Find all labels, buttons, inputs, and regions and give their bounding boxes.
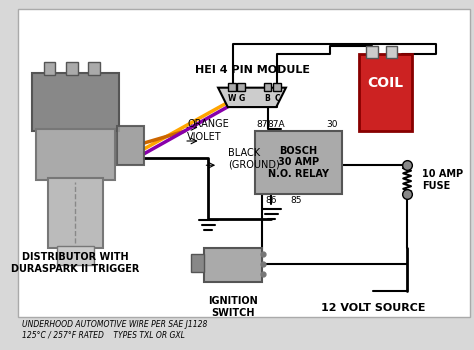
Text: G: G: [238, 94, 245, 104]
Bar: [237, 83, 245, 91]
Bar: [273, 83, 281, 91]
Text: W: W: [228, 94, 236, 104]
Text: 85: 85: [290, 196, 301, 205]
Text: BOSCH
30 AMP
N.O. RELAY: BOSCH 30 AMP N.O. RELAY: [268, 146, 329, 179]
Bar: [44, 62, 55, 75]
Bar: [191, 254, 204, 272]
Bar: [203, 248, 262, 281]
Text: B: B: [264, 94, 270, 104]
Bar: [48, 178, 103, 248]
Polygon shape: [218, 88, 286, 107]
Bar: [255, 131, 342, 194]
Text: 87A: 87A: [267, 120, 285, 130]
Bar: [264, 83, 272, 91]
Text: 12 VOLT SOURCE: 12 VOLT SOURCE: [321, 303, 426, 313]
Text: DISTRIBUTOR WITH
DURASPARK II TRIGGER: DISTRIBUTOR WITH DURASPARK II TRIGGER: [11, 252, 140, 274]
Bar: [66, 62, 78, 75]
Text: 30: 30: [327, 120, 338, 130]
Text: 87: 87: [256, 120, 267, 130]
Text: 10 AMP
FUSE: 10 AMP FUSE: [422, 169, 463, 190]
Bar: [117, 126, 145, 165]
Text: IGNITION
SWITCH: IGNITION SWITCH: [208, 296, 257, 318]
Text: HEI 4 PIN MODULE: HEI 4 PIN MODULE: [194, 65, 310, 75]
Text: 86: 86: [265, 196, 277, 205]
Bar: [36, 130, 115, 180]
Text: VIOLET: VIOLET: [187, 132, 222, 142]
Bar: [366, 46, 378, 58]
Bar: [57, 246, 94, 265]
Text: ORANGE: ORANGE: [187, 119, 229, 128]
Text: C: C: [274, 94, 280, 104]
Bar: [88, 62, 100, 75]
Bar: [359, 54, 412, 131]
Bar: [228, 83, 236, 91]
Text: COIL: COIL: [368, 76, 404, 90]
Bar: [32, 73, 119, 131]
Text: BLACK
(GROUND): BLACK (GROUND): [228, 148, 280, 169]
Text: UNDERHOOD AUTOMOTIVE WIRE PER SAE J1128
125°C / 257°F RATED    TYPES TXL OR GXL: UNDERHOOD AUTOMOTIVE WIRE PER SAE J1128 …: [22, 320, 208, 340]
Bar: [386, 46, 397, 58]
